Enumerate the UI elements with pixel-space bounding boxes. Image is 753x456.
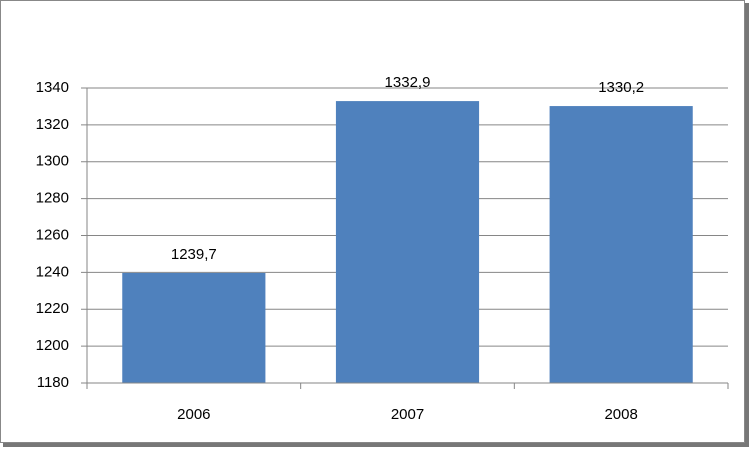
y-tick-label: 1340	[36, 79, 69, 96]
y-tick-label: 1180	[37, 374, 69, 391]
data-label: 1332,9	[385, 74, 431, 91]
y-tick-label: 1320	[36, 116, 69, 133]
data-label: 1330,2	[598, 79, 644, 96]
bar	[335, 101, 480, 383]
y-tick-label: 1220	[36, 300, 69, 317]
y-tick-label: 1260	[36, 226, 69, 243]
y-tick-label: 1280	[36, 190, 69, 207]
x-tick-label: 2007	[391, 406, 424, 423]
x-tick-label: 2006	[177, 406, 210, 423]
y-tick-label: 1300	[36, 153, 69, 170]
x-tick-label: 2008	[604, 406, 637, 423]
data-label: 1239,7	[171, 246, 217, 263]
y-tick-label: 1200	[36, 337, 69, 354]
bar	[549, 106, 693, 383]
y-tick-label: 1240	[36, 263, 69, 280]
bar	[122, 272, 266, 383]
